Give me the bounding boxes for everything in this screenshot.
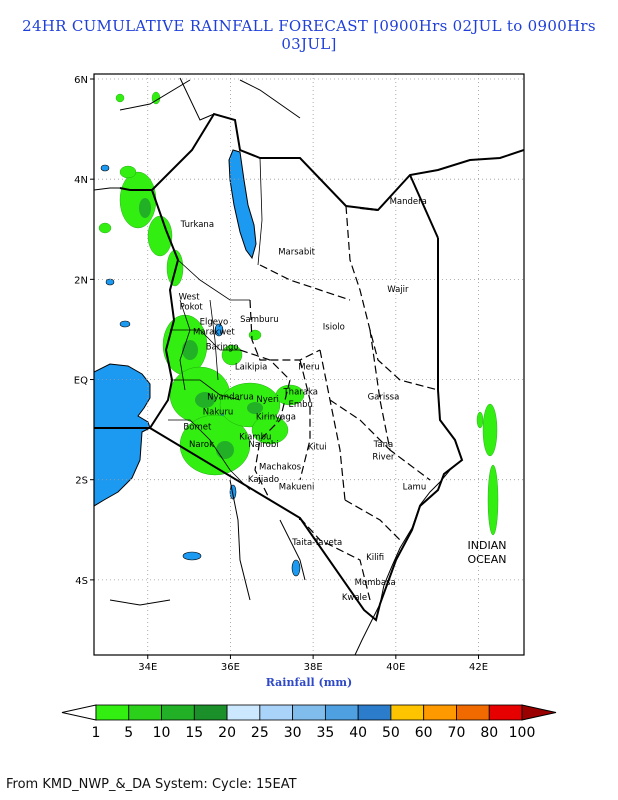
lon-tick-label: 38E [304,662,323,673]
colorbar-segment [357,704,392,721]
ocean-label: OCEAN [467,553,506,566]
lat-tick-label: 4N [74,175,88,186]
lon-tick-label: 36E [221,662,240,673]
place-label: Makueni [279,483,315,493]
lon-tick-label: 34E [138,662,157,673]
internal-boundaries [168,157,263,491]
place-label: Marakwet [193,327,235,337]
lake-eyasi [182,551,202,561]
country-borders [94,112,524,622]
place-label: Elgeyo [200,317,229,327]
place-label: Tana [373,440,394,450]
lat-tick-label: 4S [75,576,88,587]
colorbar-segment [95,704,130,721]
colorbar-segment [456,704,490,721]
colorbar-tick-label: 5 [124,725,133,741]
map-title: 24HR CUMULATIVE RAINFALL FORECAST [0900H… [22,17,596,53]
place-label: Mombasa [355,578,396,588]
place-label: Garissa [368,393,400,403]
lat-tick-label: 2S [75,476,88,487]
lon-tick-label: 40E [386,662,405,673]
lake-small-3 [100,164,110,172]
colorbar-tick-label: 70 [448,725,466,741]
lon-tick-label: 42E [469,662,488,673]
colorbar-under-arrow [61,704,97,721]
colorbar-tick-label: 80 [480,725,498,741]
place-label: Nyeri [256,395,278,405]
place-label: Marsabit [278,247,315,257]
place-label: Nakuru [203,408,234,418]
colorbar-segment [324,704,359,721]
place-label: Samburu [240,315,279,325]
lat-tick-label: 6N [74,75,88,86]
place-label: Kajiado [248,475,279,485]
colorbar-tick-label: 25 [251,725,269,741]
ocean-label: INDIAN [468,539,507,552]
place-label: Kitui [308,443,327,453]
coastline [94,77,524,655]
colorbar-segment [488,704,523,721]
place-label: Pokot [180,302,204,312]
lat-tick-label: EQ [74,376,88,387]
place-label: Isiolo [323,322,345,332]
colorbar-segment [292,704,326,721]
place-label: Tharaka [282,388,317,398]
place-label: Turkana [180,220,214,230]
colorbar-tick-label: 100 [509,725,536,741]
lake-small-2 [119,320,131,328]
axis-ticks: 6N 4N 2N EQ 2S 4S 34E 36E 38E 40E 42E [74,75,488,673]
lake-small-1 [105,278,115,286]
lake-turkana [228,149,257,260]
lake-baringo [214,323,224,337]
place-label: Kwale [342,593,367,603]
colorbar-tick-label: 50 [382,725,400,741]
place-label: Laikipia [235,363,268,373]
colorbar-over-arrow [521,704,557,721]
colorbar-tick-label: 10 [153,725,171,741]
colorbar-tick-label: 1 [92,725,101,741]
place-label: Kirinyaga [256,413,296,423]
place-label: Nairobi [248,440,278,450]
colorbar-segment [259,704,294,721]
lake-jipe [291,559,301,577]
place-label: Meru [298,363,319,373]
place-label: Bomet [183,423,212,433]
place-label: Lamu [403,483,427,493]
place-label: Narok [189,440,214,450]
county-boundaries [239,205,439,601]
map-frame [93,73,525,656]
place-label: Machakos [259,463,302,473]
place-label: River [372,453,395,463]
rainfall-patches-dark [139,198,263,459]
colorbar-tick-label: 60 [415,725,433,741]
place-label: Kilifi [366,553,384,563]
colorbar-segment [226,704,261,721]
colorbar-tick-label: 40 [349,725,367,741]
colorbar-segment [161,704,195,721]
place-label: Baringo [206,342,239,352]
place-label: Wajir [387,285,409,295]
colorbar-tick-label: 35 [316,725,334,741]
footer-text: From KMD_NWP_&_DA System: Cycle: 15EAT [6,777,297,792]
colorbar-segment [390,704,425,721]
place-label: Kiambu [239,433,271,443]
place-label: Embu [289,400,313,410]
place-label: Taita-Taveta [291,538,342,548]
colorbar-tick-label: 15 [185,725,203,741]
colorbar-segment [423,704,457,721]
colorbar-segment [193,704,228,721]
lat-tick-label: 2N [74,275,88,286]
colorbar-segment [128,704,162,721]
colorbar-tick-label: 20 [218,725,236,741]
place-label: Nyandarua [207,393,254,403]
place-label: Mandera [390,197,427,207]
colorbar-tick-label: 30 [284,725,302,741]
colorbar: 1 5 10 15 20 25 30 35 40 50 60 70 80 100 [61,704,557,741]
place-label: West [179,292,201,302]
lake-victoria [94,363,151,507]
colorbar-label: Rainfall (mm) [265,676,353,689]
